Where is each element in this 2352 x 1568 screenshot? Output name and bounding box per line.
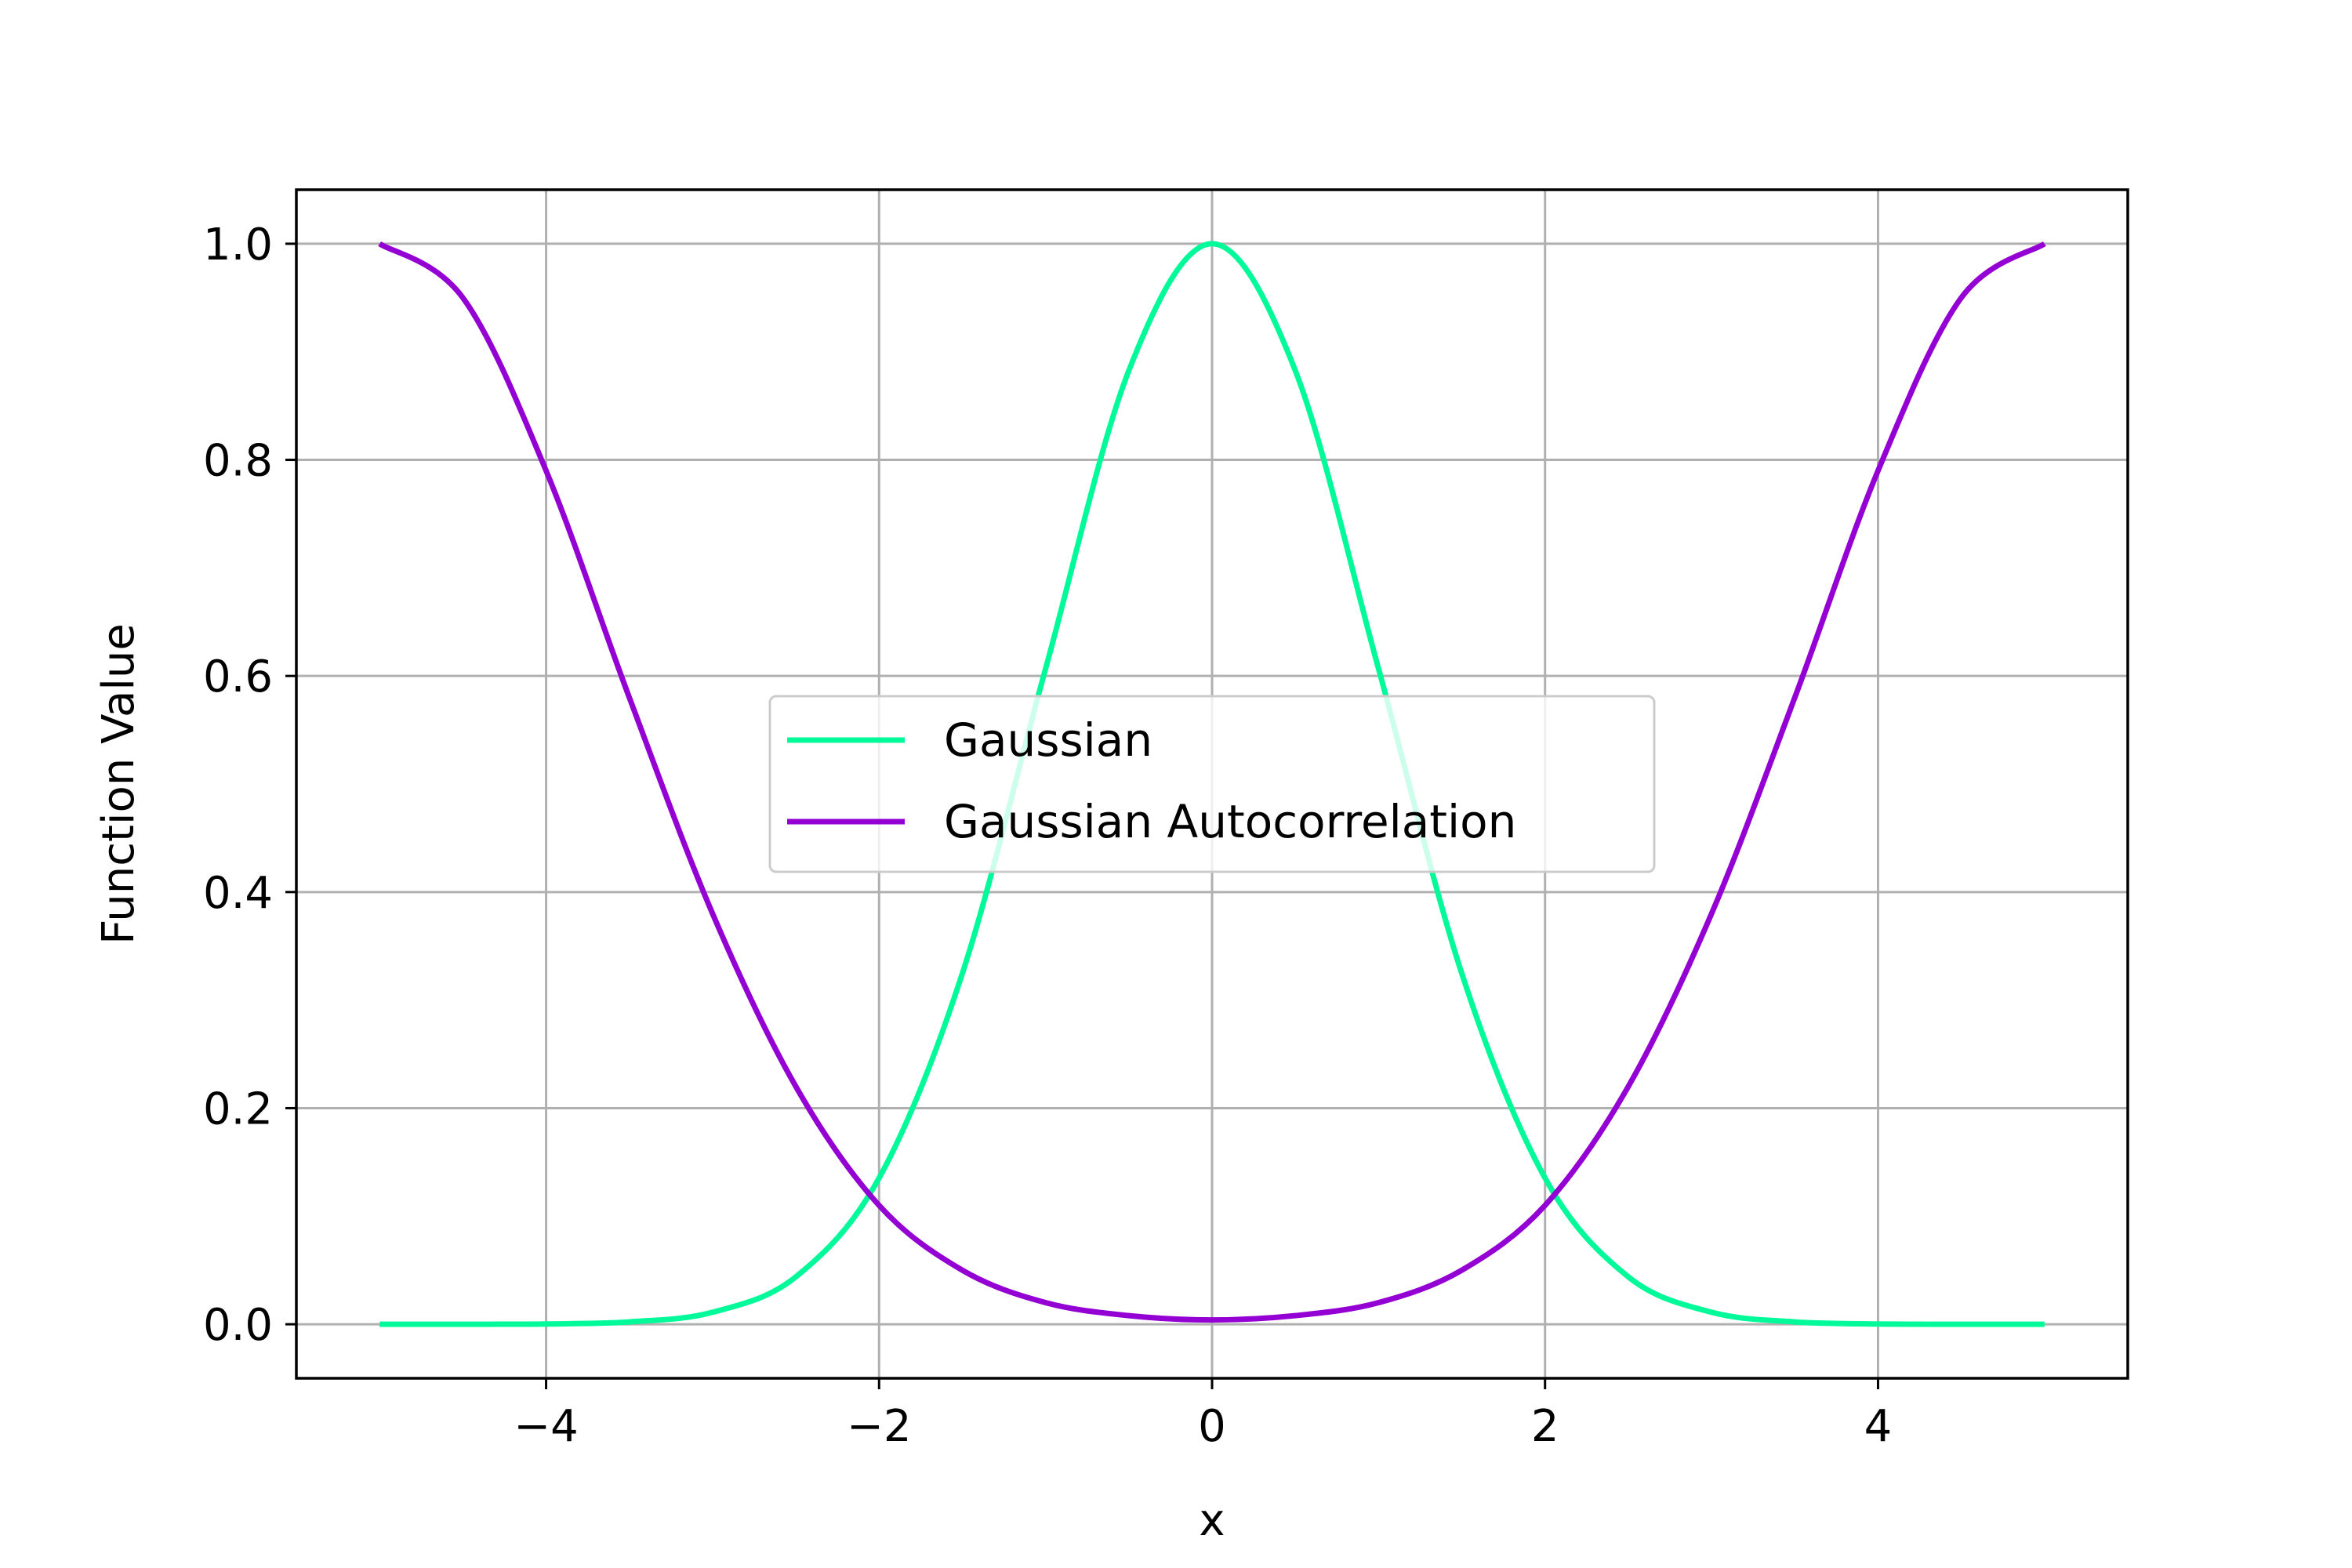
legend: Gaussian Gaussian Autocorrelation xyxy=(768,695,1656,873)
series-lines xyxy=(378,241,2046,1327)
legend-entry-label: Gaussian xyxy=(944,713,1152,767)
legend-entry-label: Gaussian Autocorrelation xyxy=(944,795,1516,848)
x-tick-label: −2 xyxy=(847,1401,912,1452)
y-tick-label: 1.0 xyxy=(203,220,273,270)
series-line xyxy=(378,241,2046,1323)
x-tick-label: 2 xyxy=(1531,1401,1559,1452)
x-tick-label: −4 xyxy=(514,1401,579,1452)
y-tick-label: 0.2 xyxy=(203,1083,273,1134)
y-tick-label: 0.6 xyxy=(203,652,273,702)
x-tick-label: 0 xyxy=(1198,1401,1226,1452)
y-axis-label: Function Value xyxy=(93,623,144,945)
x-axis-label: x xyxy=(1199,1495,1225,1546)
axis-ticks: −4 −2 0 2 4 0.0 0.2 0.4 0.6 0.8 1.0 xyxy=(203,220,1892,1452)
y-tick-label: 0.8 xyxy=(203,436,273,487)
y-tick-label: 0.0 xyxy=(203,1300,273,1351)
legend-box xyxy=(768,695,1656,873)
y-tick-label: 0.4 xyxy=(203,868,273,919)
x-tick-label: 4 xyxy=(1864,1401,1893,1452)
series-line xyxy=(379,241,2045,1327)
